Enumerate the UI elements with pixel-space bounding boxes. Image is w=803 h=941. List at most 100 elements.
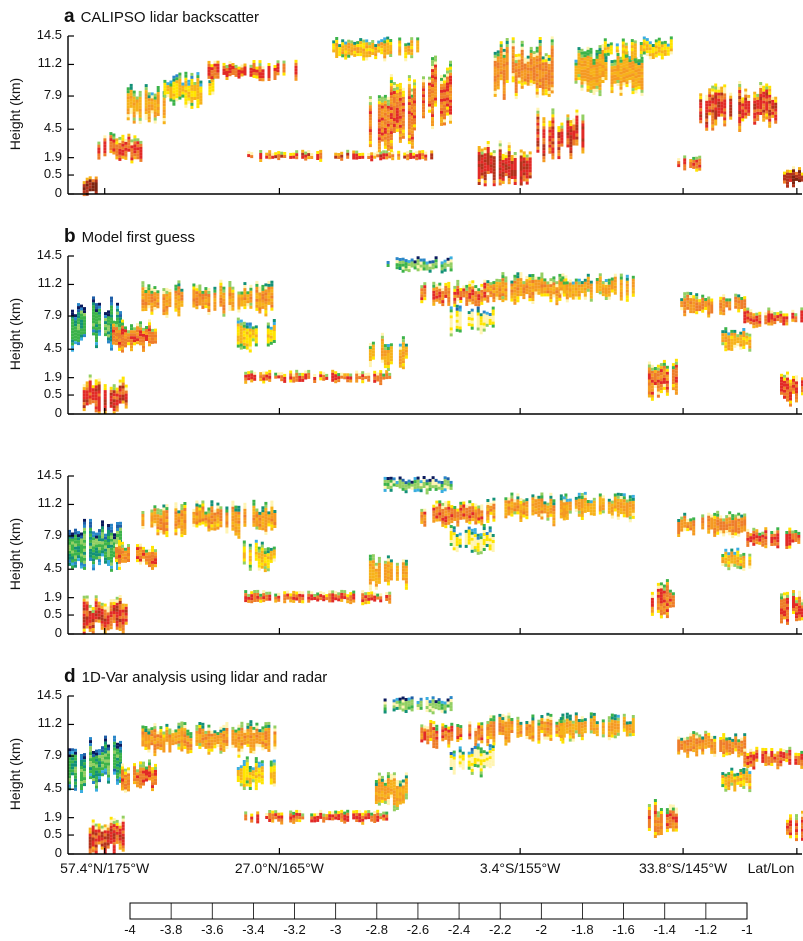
- cloud-cell: [332, 49, 336, 53]
- cloud-cell: [762, 85, 766, 89]
- cloud-cell: [743, 296, 747, 300]
- cloud-cell: [619, 282, 623, 286]
- cloud-cell: [598, 48, 602, 52]
- cloud-cell: [477, 155, 481, 158]
- cloud-cell: [116, 305, 119, 309]
- cloud-cell: [295, 369, 299, 373]
- cloud-cell: [139, 158, 143, 162]
- cloud-cell: [615, 43, 619, 47]
- cloud-cell: [234, 508, 238, 512]
- cloud-cell: [783, 377, 786, 381]
- cloud-cell: [449, 268, 453, 272]
- cloud-cell: [498, 179, 502, 183]
- cloud-cell: [243, 508, 247, 512]
- cloud-cell: [616, 59, 620, 62]
- cloud-cell: [77, 306, 80, 310]
- cloud-cell: [609, 42, 613, 46]
- cloud-cell: [272, 328, 276, 331]
- cloud-cell: [511, 61, 515, 65]
- cloud-cell: [711, 103, 715, 107]
- cloud-cell: [145, 338, 148, 341]
- cloud-cell: [723, 105, 727, 109]
- cloud-cell: [601, 287, 605, 291]
- cloud-cell: [729, 107, 733, 111]
- cloud-cell: [147, 104, 151, 108]
- cloud-cell: [187, 97, 191, 101]
- cloud-cell: [625, 72, 629, 76]
- cloud-cell: [628, 56, 632, 60]
- cloud-cell: [708, 109, 712, 113]
- cloud-cell: [248, 340, 252, 344]
- cloud-cell: [162, 297, 166, 301]
- cloud-cell: [346, 155, 350, 159]
- cloud-cell: [589, 50, 593, 54]
- cloud-cell: [198, 296, 202, 300]
- cloud-cell: [428, 269, 432, 273]
- cloud-cell: [783, 392, 786, 396]
- cloud-cell: [389, 89, 393, 93]
- cloud-cell: [166, 94, 170, 98]
- cloud-cell: [783, 395, 786, 399]
- cloud-cell: [428, 103, 431, 107]
- cloud-cell: [383, 103, 387, 107]
- cloud-cell: [453, 294, 457, 298]
- cloud-cell: [542, 117, 546, 121]
- cloud-cell: [201, 518, 205, 522]
- cloud-cell: [589, 74, 593, 78]
- cloud-cell: [83, 548, 86, 552]
- cloud-cell: [764, 321, 768, 325]
- cloud-cell: [377, 46, 381, 50]
- cloud-cell: [416, 49, 420, 53]
- cloud-cell: [548, 150, 552, 154]
- cloud-cell: [513, 155, 517, 158]
- cloud-cell: [121, 143, 125, 147]
- cloud-cell: [580, 66, 584, 70]
- cloud-cell: [640, 59, 644, 63]
- cloud-cell: [519, 164, 523, 168]
- cloud-cell: [94, 394, 98, 398]
- cloud-cell: [642, 48, 646, 52]
- cloud-cell: [575, 136, 579, 140]
- cloud-cell: [424, 151, 428, 155]
- cloud-cell: [216, 526, 220, 530]
- cloud-cell: [603, 41, 607, 45]
- cloud-cell: [529, 79, 533, 83]
- cloud-cell: [249, 293, 253, 297]
- cloud-cell: [498, 282, 502, 286]
- cloud-cell: [97, 396, 101, 400]
- cloud-cell: [421, 156, 425, 160]
- cloud-cell: [759, 100, 763, 103]
- cloud-cell: [552, 282, 556, 286]
- cloud-cell: [127, 550, 130, 553]
- cloud-cell: [622, 76, 626, 80]
- cloud-cell: [150, 290, 154, 294]
- cloud-cell: [586, 46, 590, 50]
- cloud-cell: [289, 373, 293, 377]
- cloud-cell: [505, 80, 509, 83]
- cloud-cell: [68, 562, 71, 566]
- cloud-cell: [151, 563, 154, 567]
- cloud-cell: [175, 89, 179, 93]
- cloud-cell: [71, 327, 74, 331]
- cloud-cell: [118, 391, 122, 395]
- cloud-cell: [544, 53, 548, 57]
- cloud-cell: [395, 122, 399, 126]
- cloud-cell: [91, 631, 95, 634]
- cloud-cell: [762, 118, 766, 122]
- cloud-cell: [513, 292, 517, 296]
- cloud-cell: [80, 535, 83, 539]
- cloud-cell: [270, 289, 274, 293]
- cloud-cell: [710, 298, 714, 302]
- cloud-cell: [759, 85, 763, 88]
- cloud-cell: [371, 347, 375, 351]
- cloud-cell: [398, 103, 402, 107]
- cloud-cell: [273, 68, 277, 71]
- cloud-cell: [755, 321, 759, 325]
- cloud-cell: [551, 138, 555, 142]
- cloud-cell: [133, 342, 136, 346]
- cloud-cell: [91, 616, 95, 619]
- cloud-cell: [95, 535, 98, 539]
- cloud-cell: [483, 177, 487, 181]
- cloud-cell: [536, 107, 540, 111]
- cloud-cell: [441, 297, 445, 301]
